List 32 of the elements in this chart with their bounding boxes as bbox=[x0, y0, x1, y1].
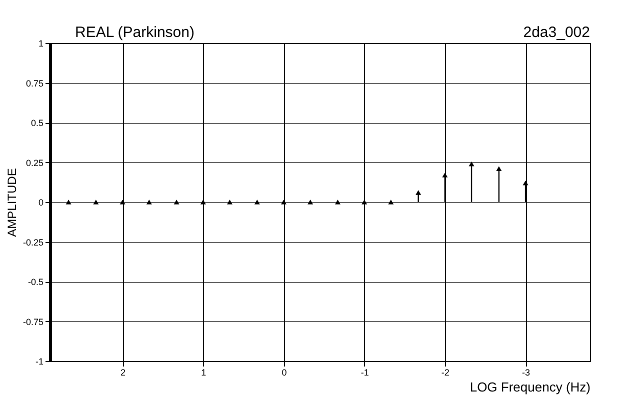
y-tick-label: 1 bbox=[38, 38, 44, 48]
y-axis-title: AMPLITUDE bbox=[4, 168, 19, 237]
point bbox=[442, 172, 448, 178]
y-tick-label: 0.25 bbox=[26, 158, 44, 168]
x-tick-label: 2 bbox=[120, 368, 126, 378]
point bbox=[334, 200, 340, 204]
point bbox=[146, 200, 152, 204]
chart-title: REAL (Parkinson) bbox=[75, 24, 194, 41]
point bbox=[496, 166, 502, 171]
y-tick-label: 0.75 bbox=[26, 78, 44, 88]
point bbox=[362, 200, 368, 204]
x-tick-label: -1 bbox=[360, 368, 369, 378]
x-tick-label: 1 bbox=[201, 368, 206, 378]
point bbox=[468, 161, 474, 166]
text: 2da3_002 bbox=[523, 24, 590, 41]
point bbox=[254, 200, 260, 204]
x-tick-label: 0 bbox=[282, 368, 287, 378]
point bbox=[522, 180, 528, 186]
y-tick-label: -0.75 bbox=[22, 316, 44, 327]
y-tick-label: -1 bbox=[35, 356, 44, 366]
y-tick-label: -0.25 bbox=[22, 237, 44, 248]
x-tick-label: -2 bbox=[441, 368, 450, 378]
point bbox=[200, 200, 206, 204]
point bbox=[308, 200, 314, 204]
y-tick-label: -0.5 bbox=[28, 277, 44, 287]
point bbox=[280, 200, 286, 204]
x-tick-label: -3 bbox=[522, 368, 530, 378]
y-tick-label: 0.5 bbox=[30, 118, 44, 128]
point bbox=[416, 190, 422, 195]
point bbox=[226, 200, 232, 204]
y-tick-label: 0 bbox=[38, 198, 44, 208]
x-axis-title: LOG Frequency (Hz) bbox=[470, 380, 590, 394]
